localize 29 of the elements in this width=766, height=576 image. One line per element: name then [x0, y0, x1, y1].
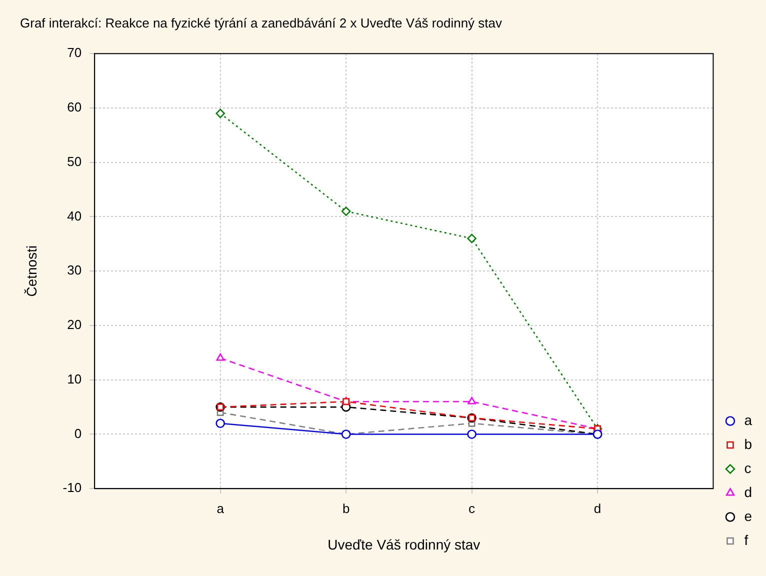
- chart-title: Graf interakcí: Reakce na fyzické týrání a zanedbávání 2 x Uveďte Váš rodinný stav: [20, 15, 503, 30]
- point: [468, 396, 476, 404]
- legend-label: f: [744, 532, 748, 548]
- legend-label: e: [744, 508, 752, 524]
- x-axis-title: Uveďte Váš rodinný stav: [328, 536, 480, 552]
- point: [341, 206, 351, 216]
- x-tick-label: b: [342, 500, 350, 516]
- y-tick-label: 20: [67, 317, 82, 332]
- y-tick-label: 30: [67, 262, 82, 278]
- point: [216, 418, 225, 428]
- y-axis-title: Četnosti: [23, 245, 40, 297]
- y-tick-label: 0: [74, 426, 82, 441]
- point: [467, 234, 476, 244]
- y-tick-label: 40: [67, 208, 82, 224]
- x-tick-label: a: [216, 500, 225, 516]
- point: [216, 353, 224, 361]
- point: [216, 108, 225, 118]
- y-tick-label: 70: [67, 45, 82, 60]
- y-tick-label: 10: [67, 371, 82, 386]
- y-tick-label: -10: [62, 480, 82, 496]
- legend-label: c: [744, 460, 752, 476]
- legend-label: d: [744, 484, 752, 500]
- legend-label: b: [744, 436, 752, 452]
- point: [467, 430, 476, 439]
- y-tick-label: 50: [67, 154, 82, 169]
- legend-label: a: [744, 412, 752, 428]
- x-tick-label: c: [468, 500, 476, 516]
- x-tick-label: d: [594, 500, 602, 516]
- y-tick-label: 60: [67, 100, 82, 115]
